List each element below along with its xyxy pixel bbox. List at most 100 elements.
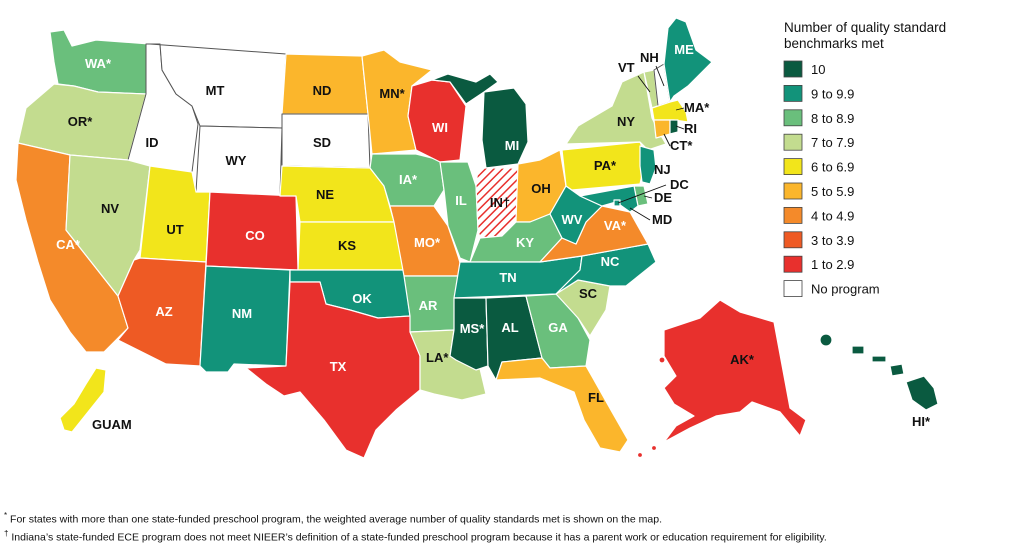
label-IL: IL bbox=[455, 193, 467, 208]
label-KY: KY bbox=[516, 235, 534, 250]
label-MA: MA* bbox=[684, 100, 710, 115]
label-VA: VA* bbox=[604, 218, 627, 233]
label-VT: VT bbox=[618, 60, 635, 75]
label-PA: PA* bbox=[594, 158, 617, 173]
label-WY: WY bbox=[226, 153, 247, 168]
state-AK-island-2 bbox=[650, 444, 658, 452]
label-ID: ID bbox=[146, 135, 159, 150]
label-NJ: NJ bbox=[654, 162, 671, 177]
legend-label: No program bbox=[811, 282, 880, 297]
state-RI bbox=[669, 119, 679, 135]
state-NV bbox=[65, 154, 151, 297]
state-AK-island-3 bbox=[636, 451, 644, 459]
legend-swatch bbox=[783, 206, 803, 224]
label-ND: ND bbox=[313, 83, 332, 98]
legend-swatch bbox=[783, 60, 803, 78]
label-AR: AR bbox=[419, 298, 438, 313]
label-GA: GA bbox=[548, 320, 568, 335]
label-DE: DE bbox=[654, 190, 672, 205]
label-MI: MI bbox=[505, 138, 519, 153]
legend: Number of quality standard benchmarks me… bbox=[783, 20, 946, 298]
legend-swatch bbox=[783, 109, 803, 127]
label-NH: NH bbox=[640, 50, 659, 65]
footnote-dagger: † Indiana’s state-funded ECE program doe… bbox=[4, 529, 827, 544]
label-CO: CO bbox=[245, 228, 265, 243]
state-MI-UP bbox=[431, 73, 499, 105]
legend-swatch bbox=[783, 133, 803, 151]
state-MI bbox=[481, 87, 529, 169]
state-HI-kauai bbox=[819, 333, 833, 347]
state-HI-big bbox=[905, 375, 939, 411]
label-SD: SD bbox=[313, 135, 331, 150]
legend-label: 6 to 6.9 bbox=[811, 160, 854, 175]
label-AL: AL bbox=[501, 320, 518, 335]
label-MD: MD bbox=[652, 212, 672, 227]
legend-label: 1 to 2.9 bbox=[811, 257, 854, 272]
state-HI-molokai bbox=[871, 355, 887, 363]
label-OH: OH bbox=[531, 181, 551, 196]
label-IA: IA* bbox=[399, 172, 418, 187]
legend-label: 3 to 3.9 bbox=[811, 233, 854, 248]
legend-swatch bbox=[783, 255, 803, 273]
label-MO: MO* bbox=[414, 235, 441, 250]
legend-label: 5 to 5.9 bbox=[811, 184, 854, 199]
state-TX bbox=[245, 281, 421, 459]
label-leader-lines bbox=[617, 65, 685, 221]
label-WA: WA* bbox=[85, 56, 112, 71]
label-OK: OK bbox=[352, 291, 372, 306]
state-NJ bbox=[639, 145, 657, 185]
label-OR: OR* bbox=[68, 114, 94, 129]
state-HI-oahu bbox=[851, 345, 865, 355]
label-TX: TX bbox=[330, 359, 347, 374]
label-WV: WV bbox=[562, 212, 583, 227]
label-WI: WI bbox=[432, 120, 448, 135]
label-LA: LA* bbox=[426, 350, 449, 365]
legend-swatch bbox=[783, 231, 803, 249]
label-AK: AK* bbox=[730, 352, 755, 367]
footnote-asterisk-mark: * bbox=[4, 511, 8, 520]
label-ME: ME bbox=[674, 42, 694, 57]
legend-swatch bbox=[783, 85, 803, 102]
us-states-map: WA* OR* CA* ID NV MT WY UT AZ CO NM ND S… bbox=[15, 17, 946, 459]
label-FL: FL bbox=[588, 390, 604, 405]
label-NM: NM bbox=[232, 306, 252, 321]
label-NY: NY bbox=[617, 114, 635, 129]
legend-swatch bbox=[783, 280, 803, 298]
state-AK-island-1 bbox=[658, 356, 666, 364]
legend-label: 4 to 4.9 bbox=[811, 208, 854, 223]
legend-items: 10 9 to 9.9 8 to 8.9 7 to 7.9 6 to 6.9 5 to 5… bbox=[783, 60, 880, 298]
state-NC bbox=[555, 243, 657, 295]
label-TN: TN bbox=[499, 270, 516, 285]
state-FL bbox=[495, 357, 629, 453]
label-NC: NC bbox=[601, 254, 620, 269]
legend-swatch bbox=[783, 182, 803, 200]
legend-swatch bbox=[783, 158, 803, 176]
label-DC: DC bbox=[670, 177, 689, 192]
label-MS: MS* bbox=[460, 321, 486, 336]
state-HI-maui bbox=[889, 363, 905, 377]
label-KS: KS bbox=[338, 238, 356, 253]
footnote-dagger-mark: † bbox=[4, 529, 9, 538]
legend-label: 7 to 7.9 bbox=[811, 135, 854, 150]
label-MT: MT bbox=[206, 83, 225, 98]
state-MD bbox=[579, 185, 639, 213]
footnote-dagger-text: Indiana’s state-funded ECE program does … bbox=[11, 531, 827, 544]
footnote-asterisk: * For states with more than one state-fu… bbox=[4, 511, 662, 526]
label-NE: NE bbox=[316, 187, 334, 202]
label-UT: UT bbox=[166, 222, 183, 237]
legend-label: 10 bbox=[811, 62, 825, 77]
footnote-asterisk-text: For states with more than one state-fund… bbox=[10, 513, 662, 526]
label-IN: IN† bbox=[490, 195, 510, 210]
legend-title-line2: benchmarks met bbox=[784, 36, 884, 51]
label-NV: NV bbox=[101, 201, 119, 216]
state-ME bbox=[663, 17, 713, 103]
legend-label: 9 to 9.9 bbox=[811, 86, 854, 101]
legend-title-line1: Number of quality standard bbox=[784, 20, 946, 35]
label-CA: CA* bbox=[56, 237, 81, 252]
label-GU: GUAM bbox=[92, 417, 132, 432]
state-CT bbox=[653, 119, 671, 139]
state-AK bbox=[663, 299, 807, 443]
label-MN: MN* bbox=[379, 86, 405, 101]
legend-label: 8 to 8.9 bbox=[811, 111, 854, 126]
